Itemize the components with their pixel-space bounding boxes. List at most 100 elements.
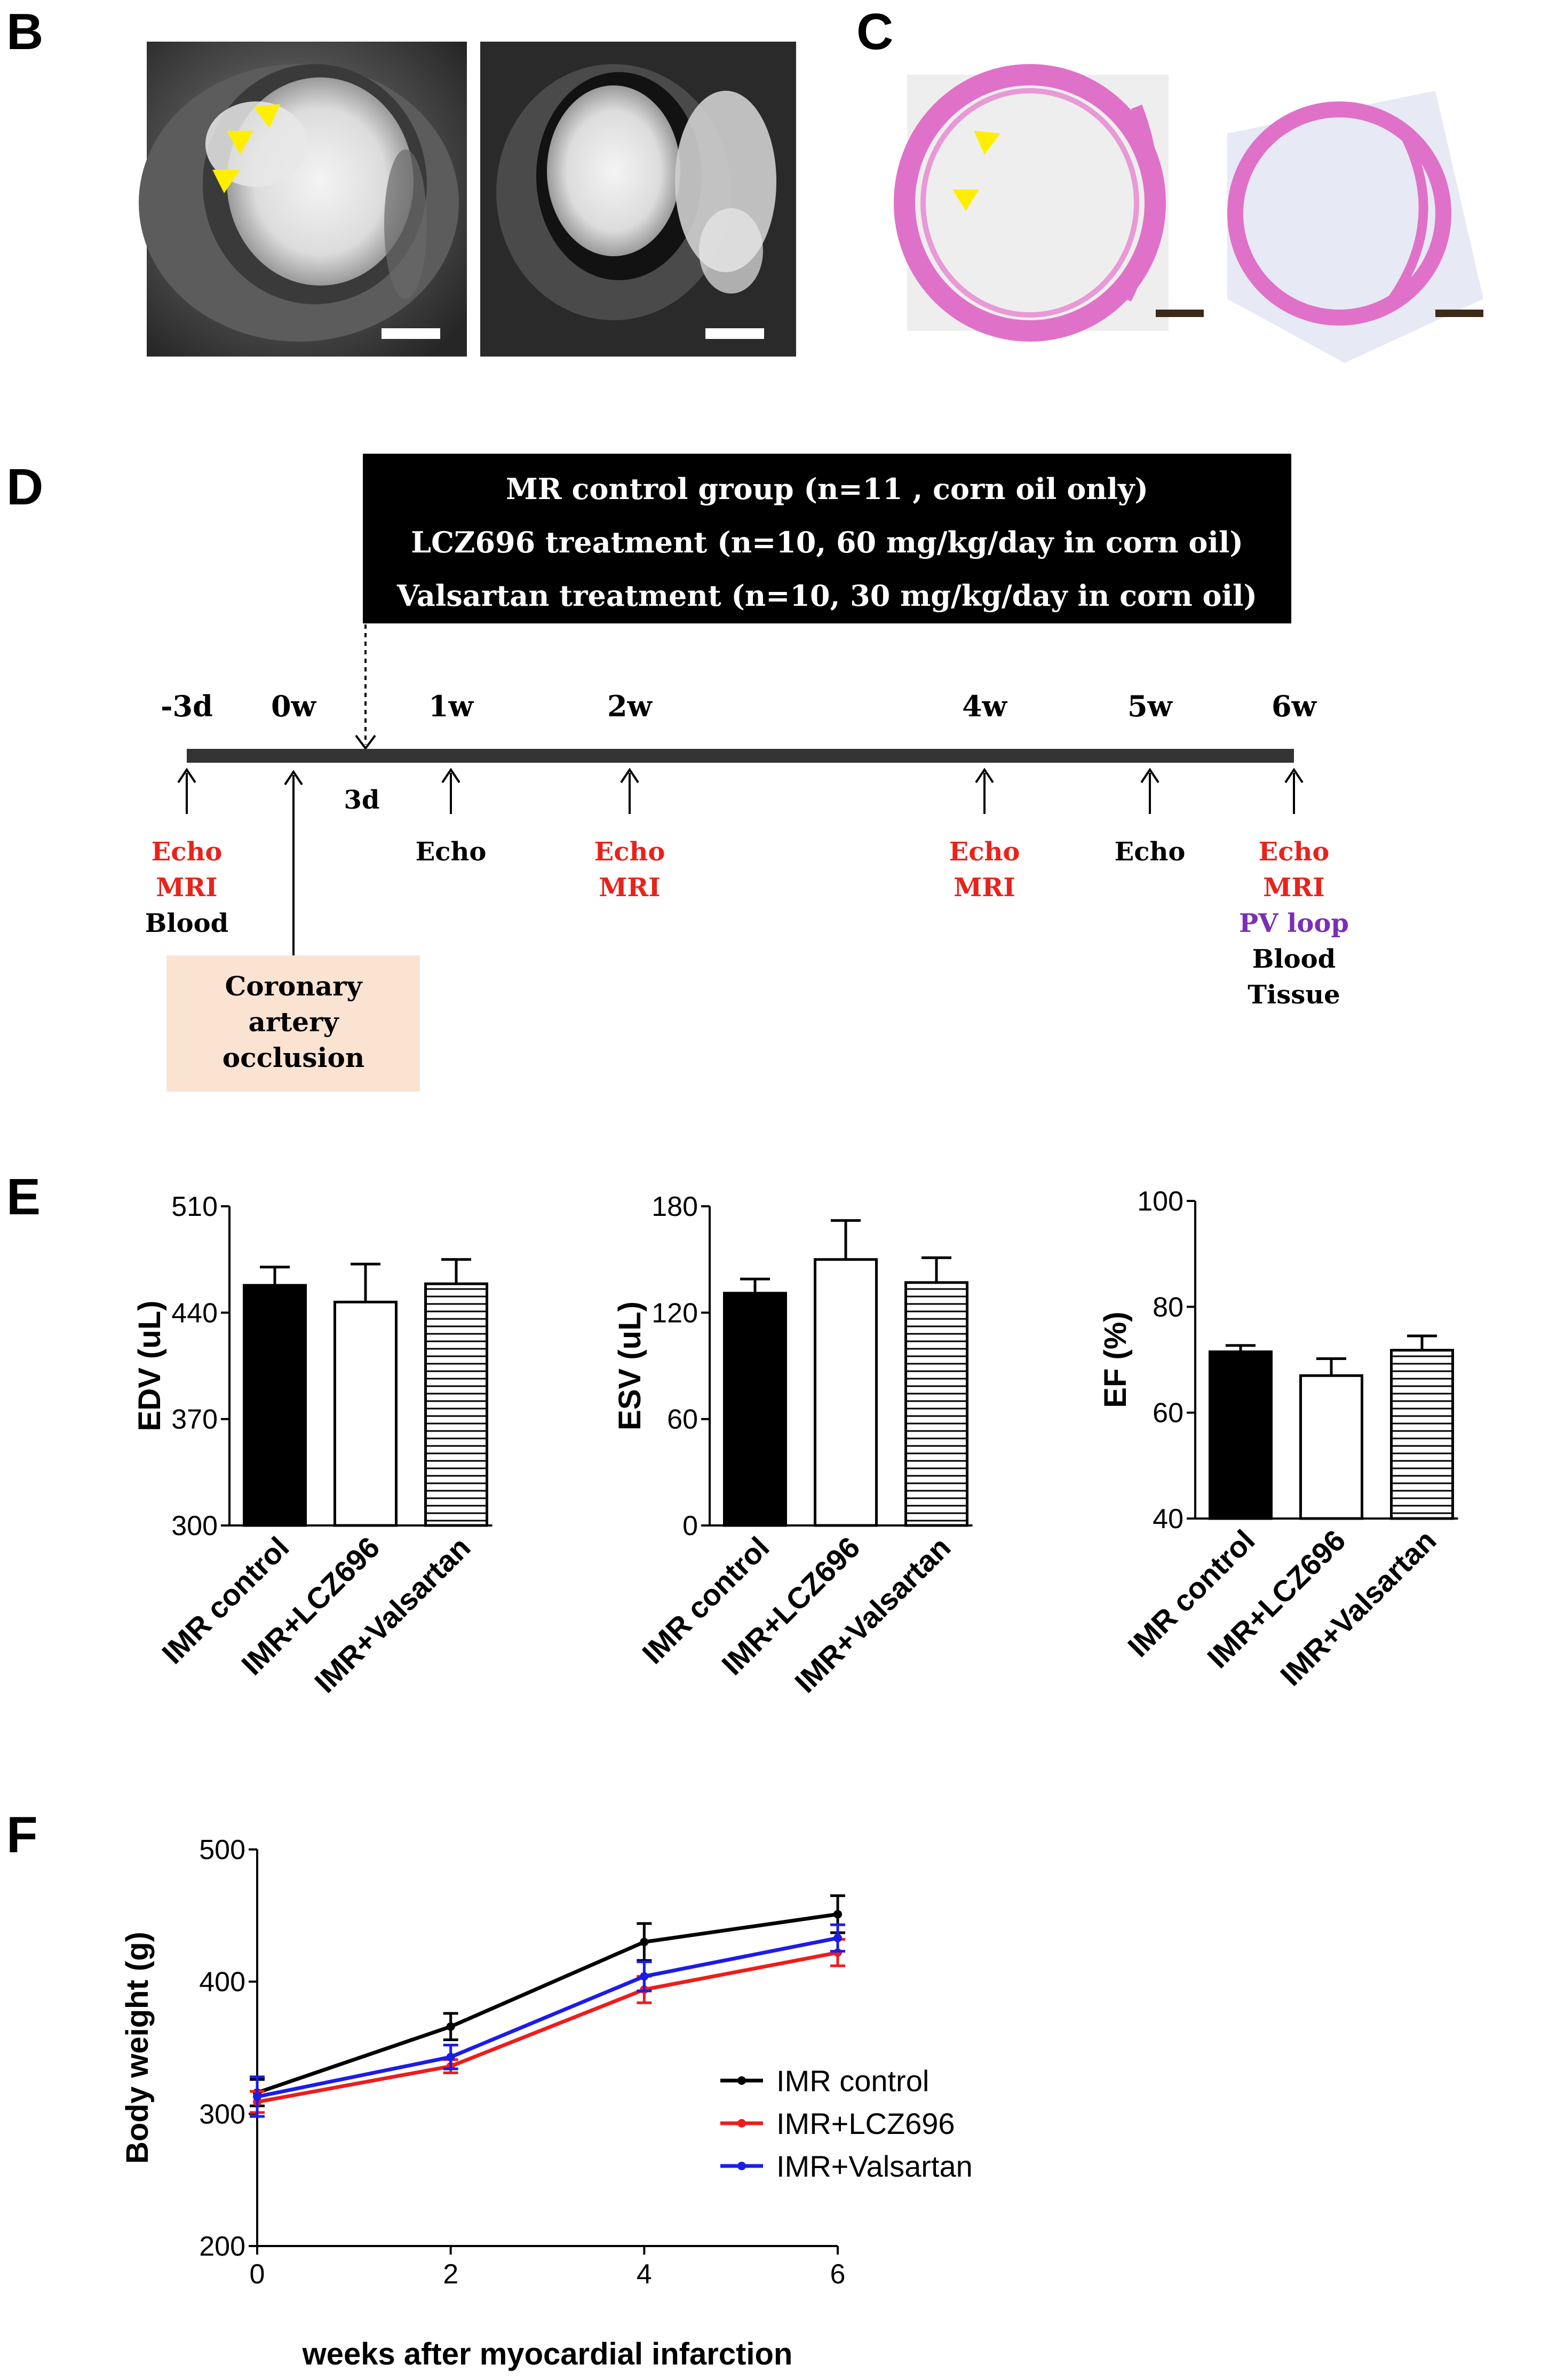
event-arrowhead <box>1284 768 1304 784</box>
series-line <box>257 1936 838 2099</box>
arrowhead-marker <box>227 131 253 155</box>
panel-letter-e: E <box>6 1168 41 1225</box>
mri-image-sham <box>480 42 796 357</box>
event-arrowhead <box>620 768 639 784</box>
timeline-event-label: Tissue <box>1248 980 1340 1010</box>
timeline-event-label: Echo <box>1259 837 1330 867</box>
data-point <box>640 1938 649 1947</box>
bar <box>424 1282 488 1527</box>
y-tick-label: 300 <box>171 1511 218 1541</box>
legend-label: IMR+LCZ696 <box>776 2107 955 2140</box>
bar <box>814 1258 878 1527</box>
y-tick-label: 500 <box>199 1835 245 1865</box>
arrowhead-marker <box>212 170 240 193</box>
arrowhead-marker <box>952 189 979 211</box>
x-tick-label: 2 <box>443 2259 458 2290</box>
timeline-tick-label: 6w <box>1272 689 1317 723</box>
y-tick-label: 510 <box>171 1191 218 1222</box>
scale-bar <box>382 328 440 339</box>
legend-label: IMR+Valsartan <box>776 2149 973 2183</box>
timeline-tick-label: -3d <box>161 689 213 723</box>
timeline-event-label: MRI <box>1263 873 1324 903</box>
scale-bar <box>1435 310 1483 317</box>
data-point <box>446 2052 455 2061</box>
bar <box>1390 1349 1454 1520</box>
treatment-start-label: 3d <box>344 785 380 815</box>
y-tick-label: 370 <box>171 1404 218 1435</box>
treatment-groups-box: MR control group (n=11 , corn oil only) … <box>363 454 1291 623</box>
y-axis-label: EF (%) <box>1098 1311 1133 1408</box>
x-tick-label: 6 <box>830 2259 846 2290</box>
timeline-event-label: MRI <box>599 873 660 903</box>
y-tick-label: 400 <box>199 1967 245 1998</box>
group-label-lcz696: LCZ696 treatment (n=10, 60 mg/kg/day in … <box>411 525 1243 559</box>
panel-letter-c: C <box>856 3 893 60</box>
x-axis-label: weeks after myocardial infarction <box>302 2337 793 2371</box>
x-tick-label: 0 <box>250 2259 265 2290</box>
data-point <box>253 2092 261 2101</box>
scale-bar <box>1156 310 1204 317</box>
bar <box>1299 1374 1363 1520</box>
timeline-event-label: Echo <box>416 837 487 867</box>
y-tick-label: 40 <box>1153 1504 1183 1535</box>
timeline-event-label: Echo <box>152 837 223 867</box>
timeline-ticks: -3d Echo MRI Blood 0w 1w Echo 2w Echo MRI 4w Echo MR… <box>145 689 1349 1010</box>
occlusion-arrowhead <box>284 770 303 786</box>
y-axis-label: ESV (uL) <box>613 1301 647 1430</box>
line-chart-body-weight: 200 300 400 500 0 2 4 6 weeks after myocardial i… <box>120 1835 973 2371</box>
series-line <box>257 1950 838 2104</box>
panel-letter-d: D <box>6 458 43 516</box>
event-arrowhead <box>441 768 460 784</box>
group-label-mr-control: MR control group (n=11 , corn oil only) <box>506 472 1148 506</box>
panel-letter-f: F <box>6 1806 38 1863</box>
histology-image-infarct <box>894 64 1204 342</box>
y-tick-label: 300 <box>199 2099 245 2130</box>
timeline-tick-label: 2w <box>607 689 653 723</box>
occlusion-line-1: Coronary <box>225 970 363 1002</box>
x-tick-label: 4 <box>637 2259 652 2290</box>
legend-label: IMR control <box>776 2064 929 2098</box>
y-tick-label: 100 <box>1137 1186 1183 1217</box>
scale-bar <box>705 328 764 339</box>
timeline-event-label: Echo <box>1115 837 1186 867</box>
bar <box>1209 1350 1273 1520</box>
treatment-start-arrow <box>355 734 376 750</box>
timeline-tick-label: 4w <box>962 689 1008 723</box>
data-point <box>446 2022 455 2031</box>
category-label: IMR+Valsartan <box>1274 1523 1442 1692</box>
legend-marker <box>737 2162 746 2170</box>
y-tick-label: 80 <box>1153 1292 1183 1323</box>
y-axis-label: EDV (uL) <box>132 1301 167 1432</box>
y-tick-label: 0 <box>682 1511 698 1541</box>
timeline-tick-label: 0w <box>271 689 317 723</box>
y-tick-label: 200 <box>199 2231 245 2262</box>
y-tick-label: 120 <box>652 1298 698 1329</box>
occlusion-line-2: artery <box>248 1006 339 1038</box>
legend-marker <box>737 2119 746 2128</box>
series-line <box>256 1912 838 2095</box>
timeline-tick-label: 5w <box>1127 689 1173 723</box>
y-tick-label: 180 <box>652 1191 698 1222</box>
bar <box>723 1292 787 1527</box>
occlusion-line-3: occlusion <box>223 1042 364 1073</box>
y-tick-label: 60 <box>1153 1398 1183 1429</box>
y-axis-label: Body weight (g) <box>120 1932 155 2164</box>
timeline-event-label: Echo <box>949 837 1020 867</box>
timeline-event-label: Echo <box>594 837 665 867</box>
timeline-event-label: MRI <box>954 873 1015 903</box>
data-point <box>833 1910 842 1919</box>
timeline-event-label: Blood <box>1252 944 1336 974</box>
mri-image-infarct <box>139 42 467 357</box>
y-tick-label: 60 <box>667 1404 698 1435</box>
timeline-axis <box>187 749 1294 763</box>
bar <box>243 1284 307 1527</box>
occlusion-box: Coronary artery occlusion <box>166 955 420 1092</box>
event-arrowhead <box>1140 768 1159 784</box>
histology-image-sham <box>1227 91 1483 363</box>
bar <box>333 1300 398 1527</box>
group-label-valsartan: Valsartan treatment (n=10, 30 mg/kg/day … <box>396 579 1257 613</box>
